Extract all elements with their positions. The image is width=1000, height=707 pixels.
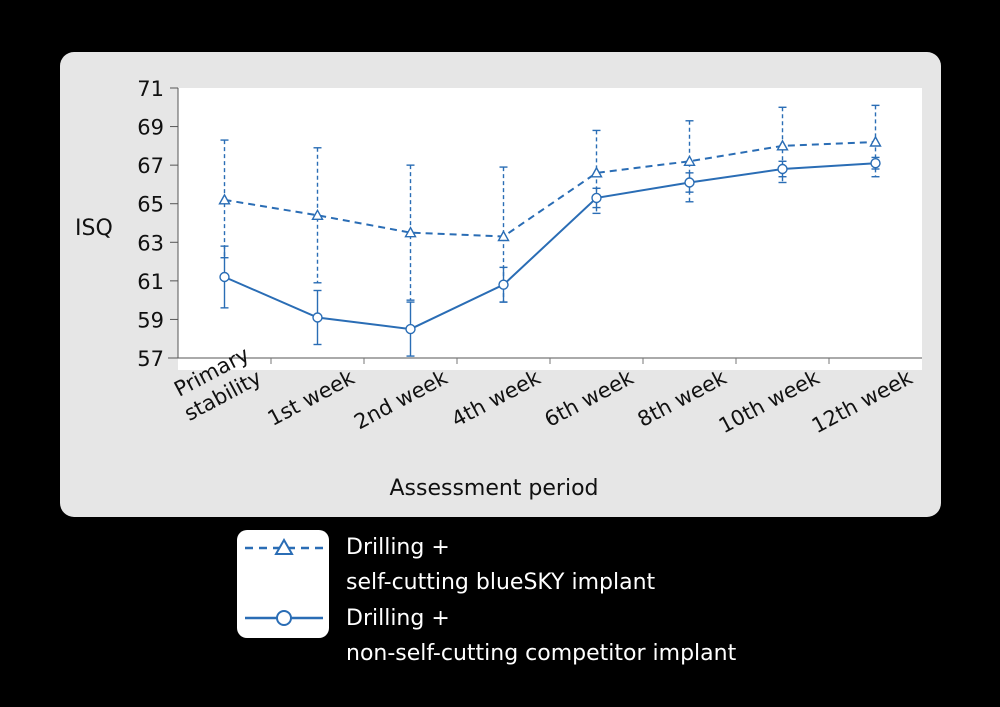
y-tick-label: 63 [137, 231, 164, 255]
legend-swatch-competitor [245, 610, 323, 626]
data-point-triangle [497, 230, 510, 242]
x-tick-label: 1st week [264, 365, 359, 431]
x-tick-label: 12th week [808, 365, 917, 438]
data-point-circle [591, 192, 602, 204]
x-tick-label: 2nd week [350, 365, 452, 434]
x-tick-label: 6th week [541, 365, 638, 432]
svg-text:10th week: 10th week [715, 365, 824, 438]
legend [237, 530, 329, 638]
y-tick-label: 69 [137, 116, 164, 140]
data-point-triangle [311, 208, 324, 220]
legend-label-bluesky-line2: self-cutting blueSKY implant [346, 570, 656, 595]
svg-text:12th week: 12th week [808, 365, 917, 438]
x-tick-label: 4th week [448, 365, 545, 432]
y-tick-label: 67 [137, 154, 164, 178]
data-point-triangle [590, 166, 603, 178]
series-line-0 [224, 141, 876, 238]
data-point-circle [405, 323, 416, 335]
svg-text:6th week: 6th week [541, 365, 638, 432]
data-point-circle [684, 177, 695, 188]
y-tick-label: 59 [137, 308, 164, 332]
legend-label-competitor-line1: Drilling + [346, 606, 450, 631]
data-point-triangle [218, 193, 231, 205]
data-point-triangle [404, 226, 417, 238]
legend-label-competitor-line2: non-self-cutting competitor implant [346, 641, 737, 666]
data-point-triangle [869, 135, 882, 147]
y-tick-label: 65 [137, 193, 164, 217]
data-point-triangle [683, 154, 696, 166]
data-point-circle [498, 279, 509, 290]
y-tick-label: 57 [137, 347, 164, 371]
data-point-circle [219, 271, 230, 283]
chart-panel: 57 59 61 63 65 67 69 71 Primary stability 1st week… [60, 52, 941, 517]
svg-text:2nd week: 2nd week [350, 365, 452, 434]
data-point-circle [870, 158, 881, 169]
x-tick-label: 10th week [715, 365, 824, 438]
data-point-circle [777, 163, 788, 175]
data-point-triangle [776, 139, 789, 151]
data-point-circle [312, 312, 323, 323]
plot-area [178, 88, 922, 370]
y-axis-title: ISQ [75, 216, 113, 241]
legend-swatches [245, 537, 323, 626]
series-line-1 [224, 162, 876, 331]
legend-swatch-bluesky [245, 537, 323, 555]
legend-label-bluesky-line1: Drilling + [346, 535, 450, 560]
x-axis-title: Assessment period [389, 476, 598, 501]
svg-text:1st week: 1st week [264, 365, 359, 431]
svg-text:4th week: 4th week [448, 365, 545, 432]
y-tick-label: 61 [137, 270, 164, 294]
y-tick-label: 71 [137, 77, 164, 101]
